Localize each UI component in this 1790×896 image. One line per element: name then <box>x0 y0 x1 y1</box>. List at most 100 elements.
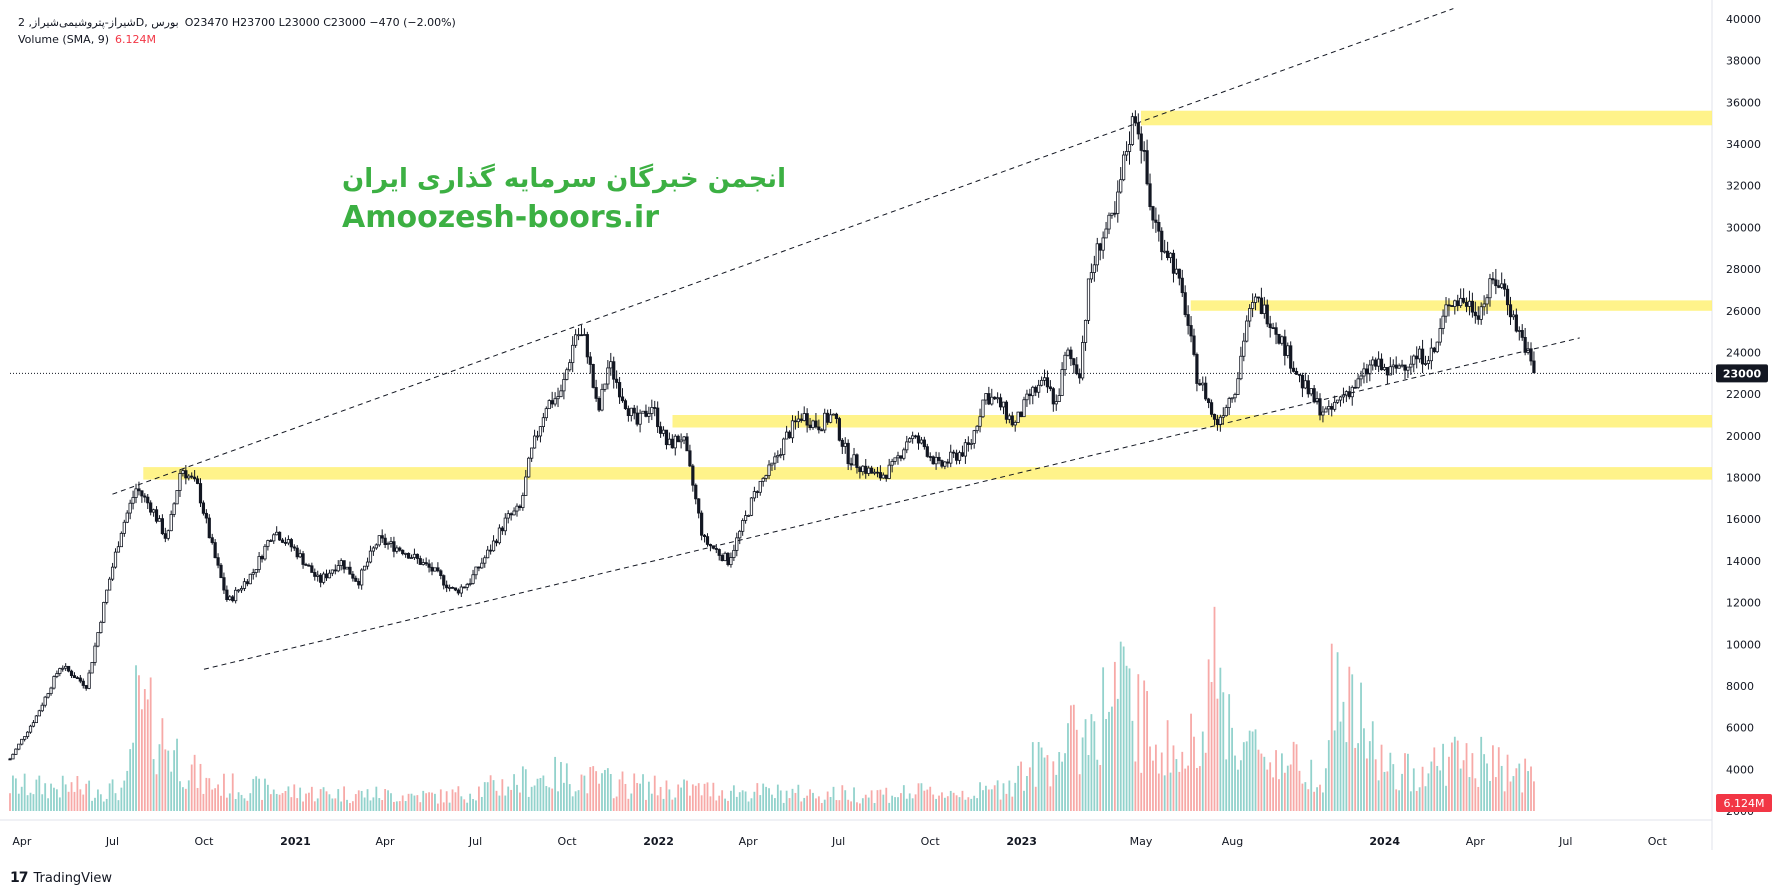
candle-body <box>398 547 402 551</box>
volume-bar <box>759 795 762 811</box>
candle-body <box>1101 237 1105 251</box>
candle-body <box>231 596 235 602</box>
volume-bar <box>1275 750 1277 811</box>
volume-bar <box>1506 754 1509 811</box>
volume-bar <box>369 800 372 811</box>
candle-body <box>324 573 329 579</box>
candle-body <box>612 361 616 380</box>
candle-body <box>427 563 431 568</box>
volume-bar <box>193 754 196 811</box>
volume-bar <box>457 786 460 811</box>
volume-badge-label: 6.124M <box>1724 797 1765 810</box>
volume-bar <box>771 794 773 811</box>
volume-bar <box>466 802 469 811</box>
candle-body <box>574 334 578 346</box>
candle-body <box>260 556 264 560</box>
candle-body <box>588 356 592 365</box>
volume-bar <box>633 773 636 811</box>
volume-bar <box>571 796 574 811</box>
candle-body <box>1327 406 1331 410</box>
volume-bar <box>404 801 407 811</box>
candle-body <box>1485 297 1489 305</box>
candle-body <box>609 361 613 369</box>
volume-bar <box>1090 714 1093 811</box>
volume-bar <box>173 750 176 811</box>
candle-body <box>875 471 880 474</box>
candle-body <box>184 470 188 479</box>
candle-body <box>843 442 847 447</box>
volume-bar <box>1040 747 1043 811</box>
volume-bar <box>853 787 855 811</box>
volume-bar <box>196 787 199 811</box>
volume-bar <box>776 784 779 811</box>
trendline[interactable] <box>112 8 1454 495</box>
candle-body <box>1338 396 1343 401</box>
candle-body <box>1330 406 1334 410</box>
volume-bar <box>882 794 885 811</box>
candle-body <box>1004 401 1009 420</box>
candle-body <box>64 665 68 669</box>
volume-bar <box>1031 742 1034 811</box>
volume-bar <box>1409 791 1412 811</box>
volume-bar <box>656 795 659 811</box>
volume-bar <box>888 802 891 811</box>
volume-bar <box>419 802 422 811</box>
volume-bar <box>1445 785 1447 811</box>
last-price-badge-label: 23000 <box>1723 367 1762 380</box>
candle-body <box>1435 341 1439 353</box>
symbol-title[interactable]: شیراز-پتروشیمی‌شیراز, 2D, بورس <box>18 16 179 29</box>
volume-bar <box>302 801 304 811</box>
volume-bar <box>190 764 193 811</box>
candle-body <box>93 645 97 663</box>
volume-bar <box>1128 668 1131 811</box>
volume-bar <box>580 774 583 811</box>
candle-body <box>937 456 941 461</box>
candle-body <box>1309 388 1313 395</box>
support-resistance-zone[interactable] <box>672 415 1712 428</box>
volume-bar <box>551 788 554 811</box>
candle-body <box>500 527 504 532</box>
volume-bar <box>1119 641 1122 811</box>
candle-body <box>447 586 452 589</box>
volume-bar <box>583 775 586 811</box>
support-resistance-zone[interactable] <box>143 467 1712 480</box>
candle-body <box>1441 315 1445 329</box>
candle-body <box>603 383 607 390</box>
volume-bar <box>592 766 595 811</box>
candle-body <box>928 456 932 458</box>
candle-body <box>351 573 355 579</box>
candle-body <box>1113 212 1117 215</box>
volume-bar <box>85 783 88 811</box>
volume-bar <box>694 785 697 811</box>
price-tick-label: 40000 <box>1726 13 1761 26</box>
volume-bar <box>1037 742 1040 811</box>
volume-bar <box>709 796 712 811</box>
time-tick-label: Oct <box>921 835 941 848</box>
volume-bar <box>1248 730 1251 811</box>
volume-bar <box>32 794 35 811</box>
volume-bar <box>73 791 76 811</box>
candle-body <box>198 483 203 504</box>
volume-bar <box>744 791 747 811</box>
tradingview-logo[interactable]: 17 TradingView <box>10 870 112 886</box>
candle-body <box>987 393 991 405</box>
volume-bar <box>920 783 923 811</box>
candle-body <box>190 475 194 478</box>
volume-bar <box>1351 674 1354 811</box>
candle-body <box>1048 386 1052 390</box>
volume-bar <box>395 801 398 811</box>
volume-bar <box>322 787 325 811</box>
volume-indicator-label[interactable]: Volume (SMA, 9) <box>18 33 109 46</box>
support-resistance-zone[interactable] <box>1141 110 1712 126</box>
candle-body <box>1212 413 1217 420</box>
time-tick-label: Apr <box>739 835 759 848</box>
candle-body <box>1303 380 1307 389</box>
trendline[interactable] <box>203 337 1580 670</box>
candle-body <box>1450 305 1454 307</box>
candle-body <box>1359 375 1363 380</box>
volume-bar <box>595 771 598 811</box>
volume-bar <box>539 778 542 811</box>
volume-bar <box>1459 768 1462 811</box>
volume-bar <box>1354 747 1357 811</box>
